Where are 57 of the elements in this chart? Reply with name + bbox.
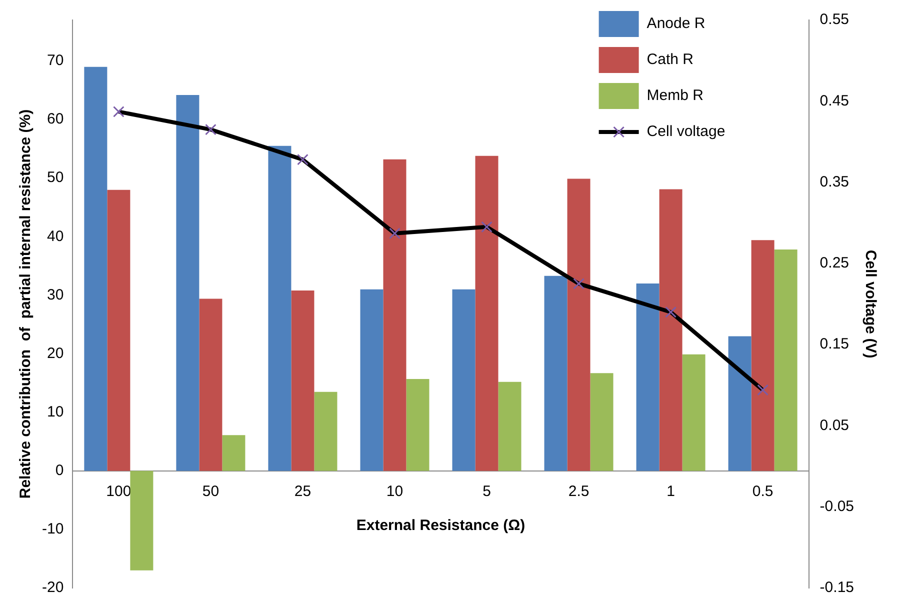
x-tick-label: 10 [386,483,404,500]
bar [498,382,522,471]
y2-axis-title: Cell voltage (V) [862,250,879,358]
bar [659,189,682,471]
bar [682,354,706,471]
bar [475,156,498,471]
x-tick-label: 5 [482,483,491,500]
y2-tick-label: -0.05 [820,498,854,515]
y-tick-label: 0 [55,462,64,480]
y2-tick-label: 0.45 [820,92,850,110]
bar [314,392,338,471]
y2-tick-label: 0.35 [820,173,850,190]
bar [199,298,222,471]
x-tick-label: 0.5 [752,483,774,500]
bar [452,289,476,471]
x-tick-label: 25 [294,483,312,500]
legend-label: Anode R [646,15,706,32]
bar [291,290,314,471]
x-tick-label: 2.5 [568,483,590,500]
bar [222,435,246,471]
y-tick-label: 10 [46,403,64,420]
bar [774,250,798,471]
y2-tick-label: 0.15 [820,336,850,353]
y2-tick-label: 0.05 [820,416,850,434]
bar [84,66,108,471]
legend-label: Cath R [646,51,694,68]
bar [383,159,406,471]
bar [406,378,430,471]
y-tick-label: 70 [46,52,64,70]
y-tick-label: 40 [46,228,64,245]
bar [268,146,292,471]
legend-label: Memb R [646,87,704,104]
y-tick-label: -10 [42,520,64,538]
y2-tick-label: 0.55 [820,11,850,28]
y-tick-label: -20 [42,579,64,596]
x-tick-label: 1 [666,483,675,500]
y-tick-label: 30 [46,286,64,304]
y-tick-label: 60 [46,110,64,128]
x-tick-label: 50 [202,483,220,500]
y-axis-title: Relative contribution of partial internal resistance (%) [17,109,34,499]
y-tick-label: 20 [46,344,64,362]
bar [130,470,154,570]
y2-tick-label: -0.15 [820,579,854,596]
y-tick-label: 50 [46,169,64,186]
bar [636,284,660,471]
x-axis-title: External Resistance (Ω) [356,517,526,534]
bar [567,178,590,471]
y2-tick-label: 0.25 [820,254,850,272]
bar [107,190,130,471]
bar [176,94,200,471]
bar [360,289,384,471]
bar [590,373,614,471]
bar [751,240,774,471]
bar [728,336,752,471]
x-tick-label: 100 [106,483,132,500]
legend-label: Cell voltage [646,123,726,140]
bar [544,276,568,471]
